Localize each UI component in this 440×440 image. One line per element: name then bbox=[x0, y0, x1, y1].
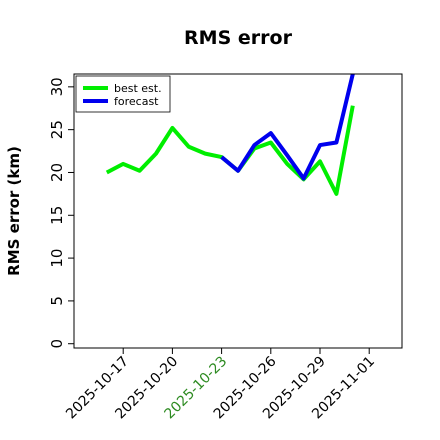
y-tick-label: 30 bbox=[48, 77, 66, 96]
y-tick-label: 15 bbox=[48, 206, 66, 225]
y-tick-label: 25 bbox=[48, 120, 66, 139]
plot-area-frame bbox=[73, 73, 403, 349]
series-layer bbox=[105, 74, 355, 196]
series-line-forecast bbox=[220, 74, 355, 181]
chart-title: RMS error bbox=[184, 27, 293, 49]
y-tick-label: 20 bbox=[48, 163, 66, 182]
y-tick-label: 5 bbox=[48, 296, 66, 306]
y-tick-label: 0 bbox=[48, 339, 66, 349]
y-axis-label: RMS error (km) bbox=[5, 146, 23, 276]
x-axis: 2025-10-172025-10-202025-10-232025-10-26… bbox=[63, 348, 378, 422]
legend: best est. forecast bbox=[75, 75, 171, 113]
legend-label-best-est: best est. bbox=[114, 82, 162, 95]
legend-label-forecast: forecast bbox=[114, 95, 159, 108]
y-tick-label: 10 bbox=[48, 249, 66, 268]
legend-box bbox=[75, 75, 171, 113]
y-axis: 0 5 10 15 20 25 30 bbox=[48, 77, 74, 348]
